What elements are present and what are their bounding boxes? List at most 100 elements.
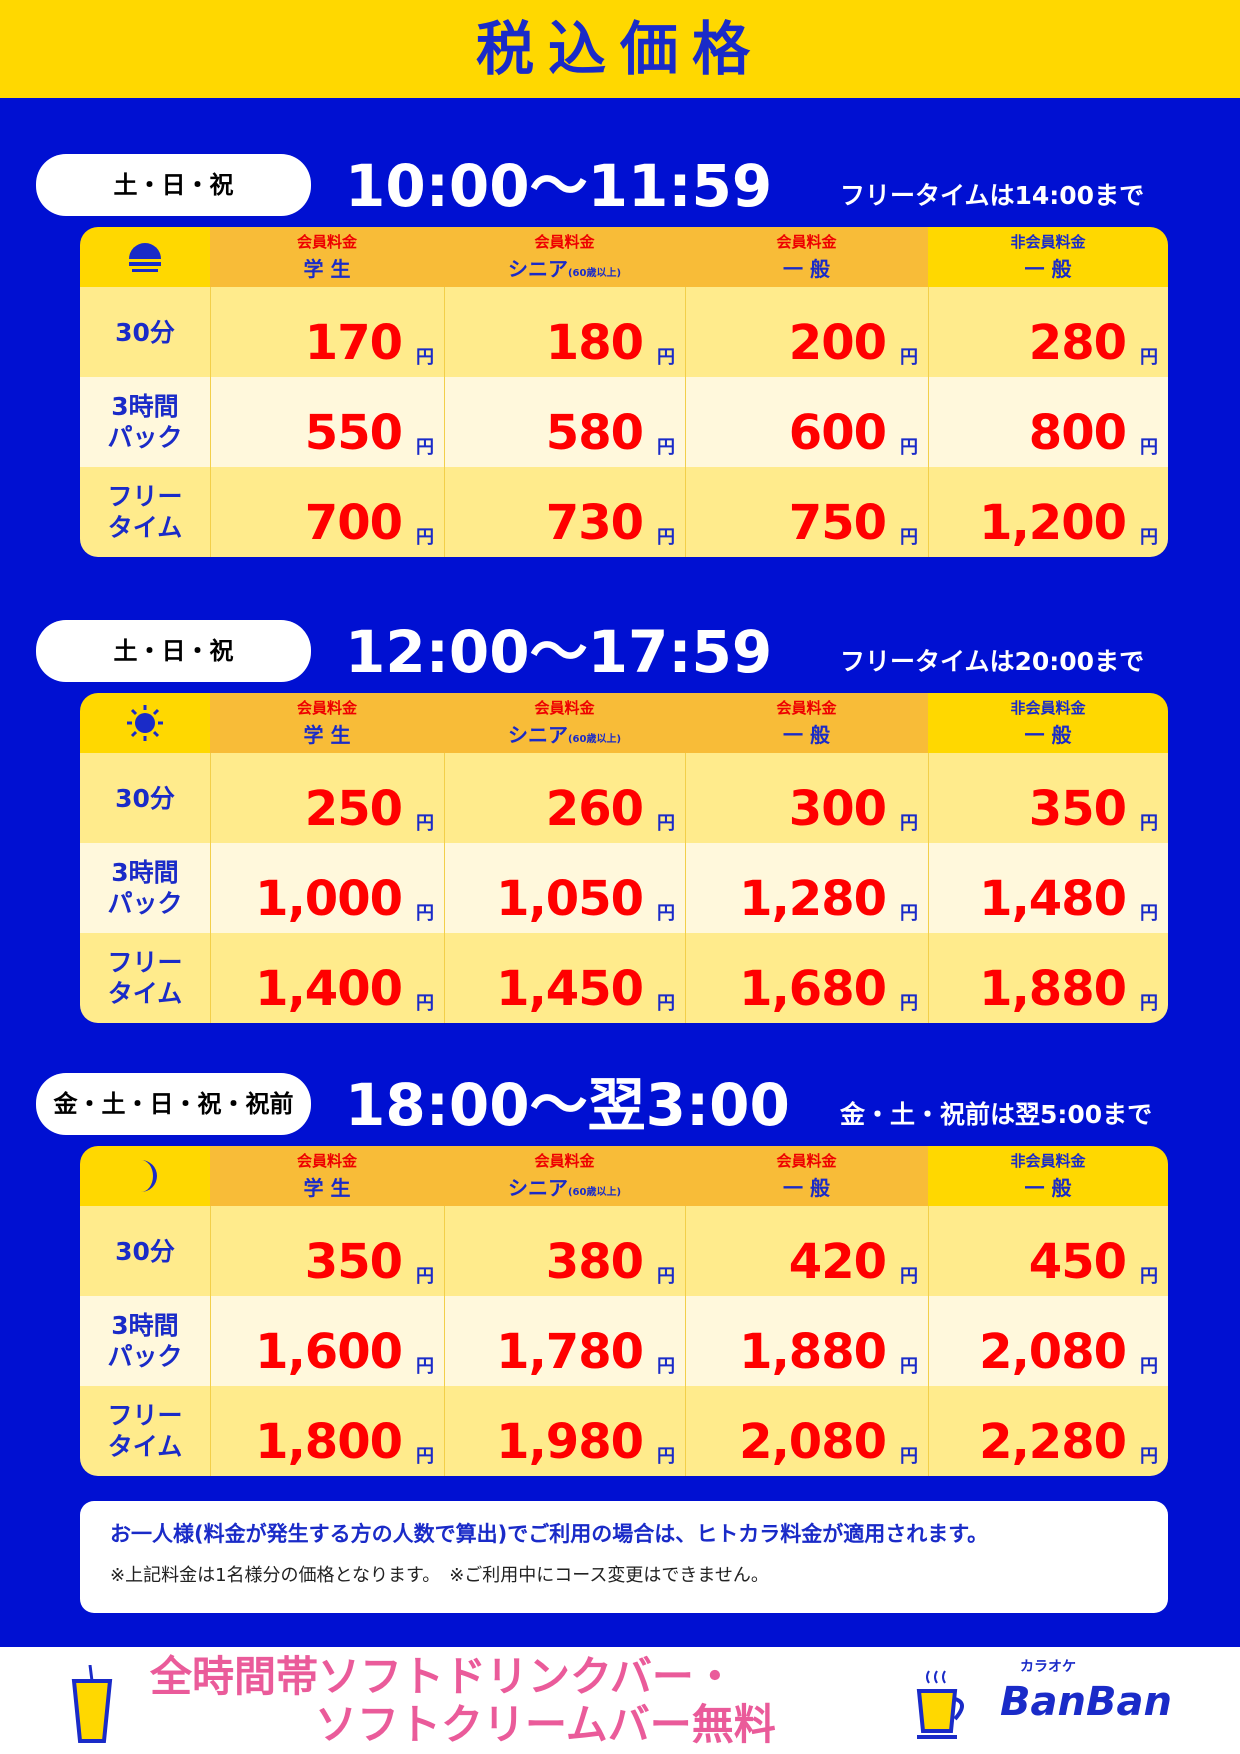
column-header: 会員料金学 生 <box>210 1146 444 1206</box>
price-group: 600 円 <box>789 407 918 459</box>
free-time-note: フリータイムは14:00まで <box>840 181 1145 210</box>
drink-cup-icon <box>71 1665 113 1743</box>
price-cell: 2,080 円 <box>685 1386 928 1476</box>
price-group: 1,780 円 <box>496 1326 675 1378</box>
yen-unit: 円 <box>900 813 918 834</box>
customer-type: 一 般 <box>783 722 830 748</box>
customer-type-label: シニア <box>507 257 568 281</box>
customer-type-label: 一 般 <box>1024 257 1072 281</box>
column-header: 会員料金学 生 <box>210 227 444 287</box>
yen-unit: 円 <box>1140 1356 1158 1377</box>
free-time-note: 金・土・祝前は翌5:00まで <box>840 1100 1153 1129</box>
price: 2,080 <box>739 1414 887 1470</box>
yen-unit: 円 <box>657 1356 675 1377</box>
price: 1,450 <box>496 961 644 1017</box>
price-group: 1,200 円 <box>979 497 1158 549</box>
yen-unit: 円 <box>657 527 675 548</box>
days-label: 金・土・日・祝・祝前 <box>36 1073 311 1135</box>
price: 280 <box>1028 315 1127 371</box>
price-group: 180 円 <box>546 317 675 369</box>
yen-unit: 円 <box>416 1446 434 1467</box>
yen-unit: 円 <box>416 993 434 1014</box>
price-group: 1,280 円 <box>739 873 918 925</box>
price-group: 2,280 円 <box>979 1416 1158 1468</box>
member-type: 非会員料金 <box>1010 233 1086 251</box>
customer-type: 学 生 <box>304 722 351 748</box>
title-bar: 税込価格 <box>0 0 1240 98</box>
logo-kana: カラオケ <box>1020 1659 1076 1675</box>
yen-unit: 円 <box>1140 993 1158 1014</box>
customer-type: 一 般 <box>1025 1175 1072 1201</box>
price-cell: 1,680 円 <box>685 933 928 1023</box>
price-cell: 420 円 <box>685 1206 928 1296</box>
row-label: 30分 <box>80 753 210 843</box>
price-cell: 800 円 <box>928 377 1168 467</box>
customer-type: 学 生 <box>304 1175 351 1201</box>
column-header: 会員料金一 般 <box>685 1146 928 1206</box>
customer-type: 学 生 <box>304 256 351 282</box>
row-label: フリー タイム <box>80 1386 210 1476</box>
yen-unit: 円 <box>657 437 675 458</box>
age-note: (60歳以上) <box>567 734 622 745</box>
row-label: 30分 <box>80 287 210 377</box>
price: 2,280 <box>979 1414 1127 1470</box>
price-group: 1,480 円 <box>979 873 1158 925</box>
info-line-2: ※上記料金は1名様分の価格となります。 ※ご利用中にコース変更はできません。 <box>110 1565 769 1586</box>
column-header: 会員料金 シニア(60歳以上) <box>444 693 685 753</box>
price: 380 <box>545 1234 644 1290</box>
price-group: 800 円 <box>1029 407 1158 459</box>
customer-type: シニア(60歳以上) <box>508 256 621 282</box>
customer-type-label: 一 般 <box>783 723 830 747</box>
sun-icon <box>80 693 210 753</box>
price: 800 <box>1028 405 1127 461</box>
row-label: 30分 <box>80 1206 210 1296</box>
yen-unit: 円 <box>416 1266 434 1287</box>
price: 1,050 <box>496 871 644 927</box>
price-cell: 300 円 <box>685 753 928 843</box>
yen-unit: 円 <box>657 903 675 924</box>
price: 350 <box>1028 781 1127 837</box>
free-time-note: フリータイムは20:00まで <box>840 647 1145 676</box>
price: 1,800 <box>255 1414 403 1470</box>
yen-unit: 円 <box>657 1446 675 1467</box>
customer-type: シニア(60歳以上) <box>508 1175 621 1201</box>
price-cell: 250 円 <box>210 753 444 843</box>
price-group: 1,980 円 <box>496 1416 675 1468</box>
customer-type-label: 一 般 <box>1024 1176 1072 1200</box>
price: 170 <box>304 315 403 371</box>
customer-type: 一 般 <box>1025 256 1072 282</box>
time-range: 12:00〜17:59 <box>345 618 773 686</box>
price-group: 380 円 <box>546 1236 675 1288</box>
price-cell: 2,280 円 <box>928 1386 1168 1476</box>
yen-unit: 円 <box>900 1356 918 1377</box>
price: 1,000 <box>255 871 403 927</box>
price: 580 <box>545 405 644 461</box>
price-cell: 600 円 <box>685 377 928 467</box>
price-group: 250 円 <box>305 783 434 835</box>
customer-type-label: 学 生 <box>303 723 351 747</box>
price-cell: 1,400 円 <box>210 933 444 1023</box>
price-cell: 350 円 <box>928 753 1168 843</box>
promo-text: 全時間帯ソフトドリンクバー・ ソフトクリームバー無料 <box>150 1653 776 1749</box>
member-type: 会員料金 <box>534 233 595 251</box>
price: 750 <box>788 495 887 551</box>
price-table: 会員料金学 生会員料金 シニア(60歳以上) 会員料金一 般非会員料金一 般 30分 2… <box>80 693 1168 1023</box>
row-label: 3時間 パック <box>80 1296 210 1386</box>
customer-type-label: 一 般 <box>783 1176 830 1200</box>
price-group: 1,450 円 <box>496 963 675 1015</box>
price: 260 <box>545 781 644 837</box>
column-header: 会員料金一 般 <box>685 693 928 753</box>
customer-type-label: 一 般 <box>783 257 830 281</box>
price: 1,200 <box>979 495 1127 551</box>
days-label: 土・日・祝 <box>36 620 311 682</box>
price: 1,880 <box>739 1324 887 1380</box>
promo-banner: 全時間帯ソフトドリンクバー・ ソフトクリームバー無料 カラオケ BanBan <box>0 1647 1240 1754</box>
member-type: 会員料金 <box>296 233 357 251</box>
member-type: 非会員料金 <box>1010 699 1086 717</box>
price-cell: 2,080 円 <box>928 1296 1168 1386</box>
price-cell: 1,880 円 <box>685 1296 928 1386</box>
price: 550 <box>304 405 403 461</box>
price: 1,480 <box>979 871 1127 927</box>
price-group: 1,600 円 <box>255 1326 434 1378</box>
promo-line-1: 全時間帯ソフトドリンクバー・ <box>150 1652 736 1701</box>
